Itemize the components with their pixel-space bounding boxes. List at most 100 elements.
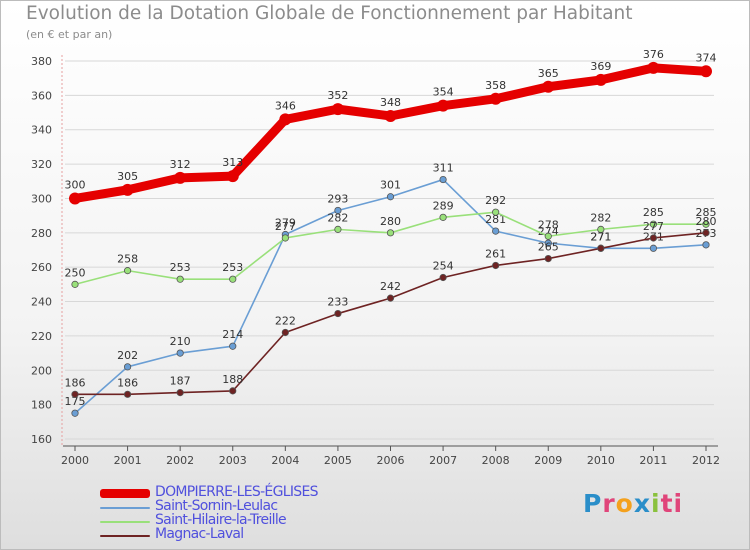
data-point bbox=[386, 193, 395, 201]
data-label: 305 bbox=[117, 170, 138, 183]
data-point bbox=[121, 183, 134, 196]
data-label: 271 bbox=[590, 230, 611, 243]
data-point bbox=[386, 294, 395, 302]
data-point bbox=[542, 80, 555, 93]
data-point bbox=[69, 192, 81, 205]
logo-letter: P bbox=[583, 489, 603, 518]
data-point bbox=[71, 409, 79, 417]
data-label: 242 bbox=[380, 280, 401, 293]
data-label: 369 bbox=[590, 60, 611, 73]
x-tick-label: 2005 bbox=[324, 454, 352, 467]
data-label: 250 bbox=[65, 266, 86, 279]
data-label: 311 bbox=[433, 162, 454, 175]
data-point bbox=[702, 229, 710, 237]
data-label: 354 bbox=[433, 86, 454, 99]
logo-letter: x bbox=[633, 489, 651, 518]
data-label: 210 bbox=[170, 335, 191, 348]
data-point bbox=[123, 390, 132, 398]
data-label: 186 bbox=[117, 376, 138, 389]
data-point bbox=[597, 225, 605, 233]
legend-swatch bbox=[100, 507, 150, 509]
y-tick-label: 240 bbox=[31, 296, 52, 309]
logo-letter: i bbox=[651, 489, 661, 518]
y-tick-label: 260 bbox=[31, 261, 52, 274]
y-tick-label: 320 bbox=[31, 158, 52, 171]
data-label: 352 bbox=[327, 89, 348, 102]
data-point bbox=[702, 241, 710, 249]
data-label: 265 bbox=[538, 241, 559, 254]
x-tick-label: 2012 bbox=[692, 454, 720, 467]
data-point bbox=[334, 309, 342, 318]
data-label: 222 bbox=[275, 314, 296, 327]
data-label: 282 bbox=[327, 211, 348, 224]
data-point bbox=[174, 171, 187, 184]
y-tick-label: 200 bbox=[31, 364, 52, 377]
legend-label: Saint-Hilaire-la-Treille bbox=[155, 512, 287, 528]
data-label: 233 bbox=[327, 296, 348, 309]
data-label: 202 bbox=[117, 349, 138, 362]
data-point bbox=[229, 342, 237, 350]
data-point bbox=[649, 220, 658, 228]
logo-letter: ti bbox=[660, 489, 684, 518]
x-tick-label: 2006 bbox=[377, 454, 405, 467]
data-label: 253 bbox=[170, 261, 191, 274]
data-label: 258 bbox=[117, 253, 138, 266]
x-tick-label: 2002 bbox=[166, 454, 194, 467]
x-tick-label: 2001 bbox=[114, 454, 142, 467]
data-label: 312 bbox=[170, 158, 191, 171]
data-point bbox=[71, 390, 79, 398]
data-point bbox=[176, 275, 184, 283]
data-label: 281 bbox=[485, 213, 506, 226]
data-label: 358 bbox=[485, 79, 506, 92]
data-point bbox=[492, 208, 500, 216]
data-point bbox=[384, 109, 397, 122]
data-label: 285 bbox=[696, 206, 717, 219]
y-tick-label: 160 bbox=[31, 433, 52, 446]
data-label: 293 bbox=[327, 192, 348, 205]
logo-letter: o bbox=[615, 489, 634, 518]
data-point bbox=[334, 206, 342, 215]
data-point bbox=[229, 275, 237, 283]
data-point bbox=[386, 229, 395, 237]
x-tick-label: 2007 bbox=[429, 454, 457, 467]
data-label: 278 bbox=[538, 218, 559, 231]
legend-label: Saint-Sornin-Leulac bbox=[155, 498, 278, 514]
x-tick-label: 2000 bbox=[61, 454, 89, 467]
x-tick-label: 2010 bbox=[587, 454, 615, 467]
data-point bbox=[226, 170, 239, 183]
data-point bbox=[544, 239, 552, 247]
y-tick-label: 360 bbox=[31, 89, 52, 102]
data-point bbox=[700, 65, 712, 78]
data-label: 175 bbox=[65, 395, 86, 408]
y-tick-label: 340 bbox=[31, 124, 52, 137]
logo-letter: r bbox=[602, 489, 616, 518]
chart-subtitle: (en € et par an) bbox=[26, 28, 113, 41]
legend-label: DOMPIERRE-LES-ÉGLISES bbox=[155, 484, 318, 500]
data-point bbox=[281, 328, 289, 337]
data-label: 376 bbox=[643, 48, 664, 61]
data-label: 292 bbox=[485, 194, 506, 207]
x-tick-label: 2008 bbox=[482, 454, 510, 467]
legend-swatch bbox=[100, 489, 150, 498]
data-label: 186 bbox=[65, 376, 86, 389]
y-tick-label: 380 bbox=[31, 55, 52, 68]
data-label: 261 bbox=[485, 247, 506, 260]
data-point bbox=[123, 363, 132, 371]
data-label: 254 bbox=[433, 259, 454, 272]
data-point bbox=[331, 103, 344, 116]
y-tick-label: 220 bbox=[31, 330, 52, 343]
data-label: 313 bbox=[222, 156, 243, 169]
data-label: 187 bbox=[170, 375, 191, 388]
data-point bbox=[123, 267, 132, 275]
data-point bbox=[437, 99, 450, 112]
data-label: 285 bbox=[643, 206, 664, 219]
data-point bbox=[544, 232, 552, 240]
data-point bbox=[649, 234, 658, 242]
y-tick-label: 180 bbox=[31, 399, 52, 412]
data-point bbox=[594, 73, 607, 86]
x-tick-label: 2004 bbox=[271, 454, 299, 467]
data-label: 277 bbox=[275, 220, 296, 233]
data-point bbox=[176, 349, 184, 357]
legend-label: Magnac-Laval bbox=[155, 526, 244, 542]
data-label: 253 bbox=[222, 261, 243, 274]
